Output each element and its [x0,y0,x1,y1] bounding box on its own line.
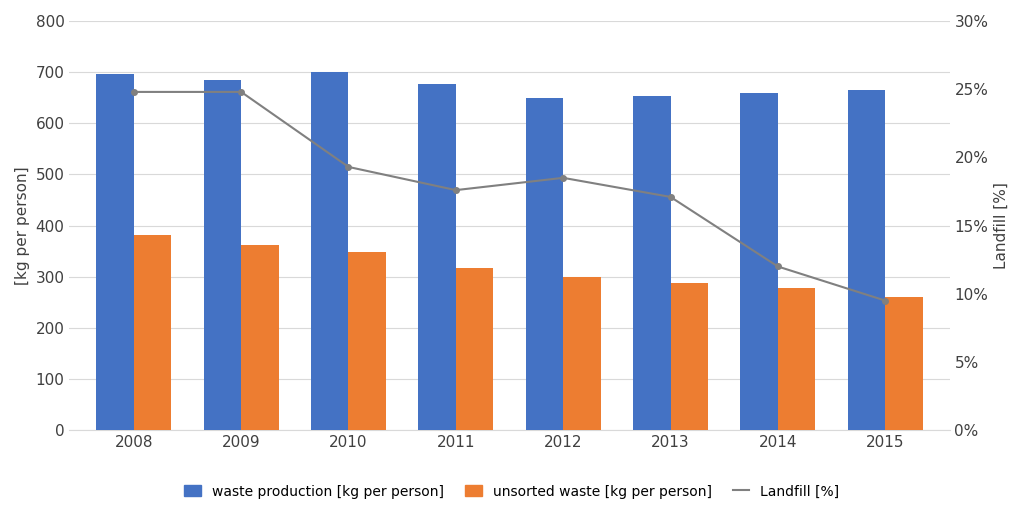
Y-axis label: [kg per person]: [kg per person] [15,166,30,285]
Bar [563,277,601,430]
Y-axis label: Landfill [%]: Landfill [%] [994,182,1009,269]
Bar [96,74,134,430]
Bar [848,89,885,430]
Bar [671,284,708,430]
Landfill [%] [772,264,784,270]
Bar [311,72,348,430]
Bar [885,297,923,430]
Bar [418,84,456,430]
Bar [348,252,386,430]
Bar [242,245,279,430]
Legend: waste production [kg per person], unsorted waste [kg per person], Landfill [%]: waste production [kg per person], unsort… [179,479,845,504]
Landfill [%] [342,164,354,170]
Landfill [%] [450,187,462,193]
Bar [740,92,778,430]
Line: Landfill [%]: Landfill [%] [131,89,888,304]
Bar [204,80,242,430]
Landfill [%] [236,89,248,95]
Landfill [%] [879,297,891,304]
Bar [134,235,171,430]
Bar [633,96,671,430]
Landfill [%] [128,89,140,95]
Bar [525,98,563,430]
Landfill [%] [557,175,569,181]
Landfill [%] [665,194,677,200]
Bar [778,289,815,430]
Bar [456,268,494,430]
